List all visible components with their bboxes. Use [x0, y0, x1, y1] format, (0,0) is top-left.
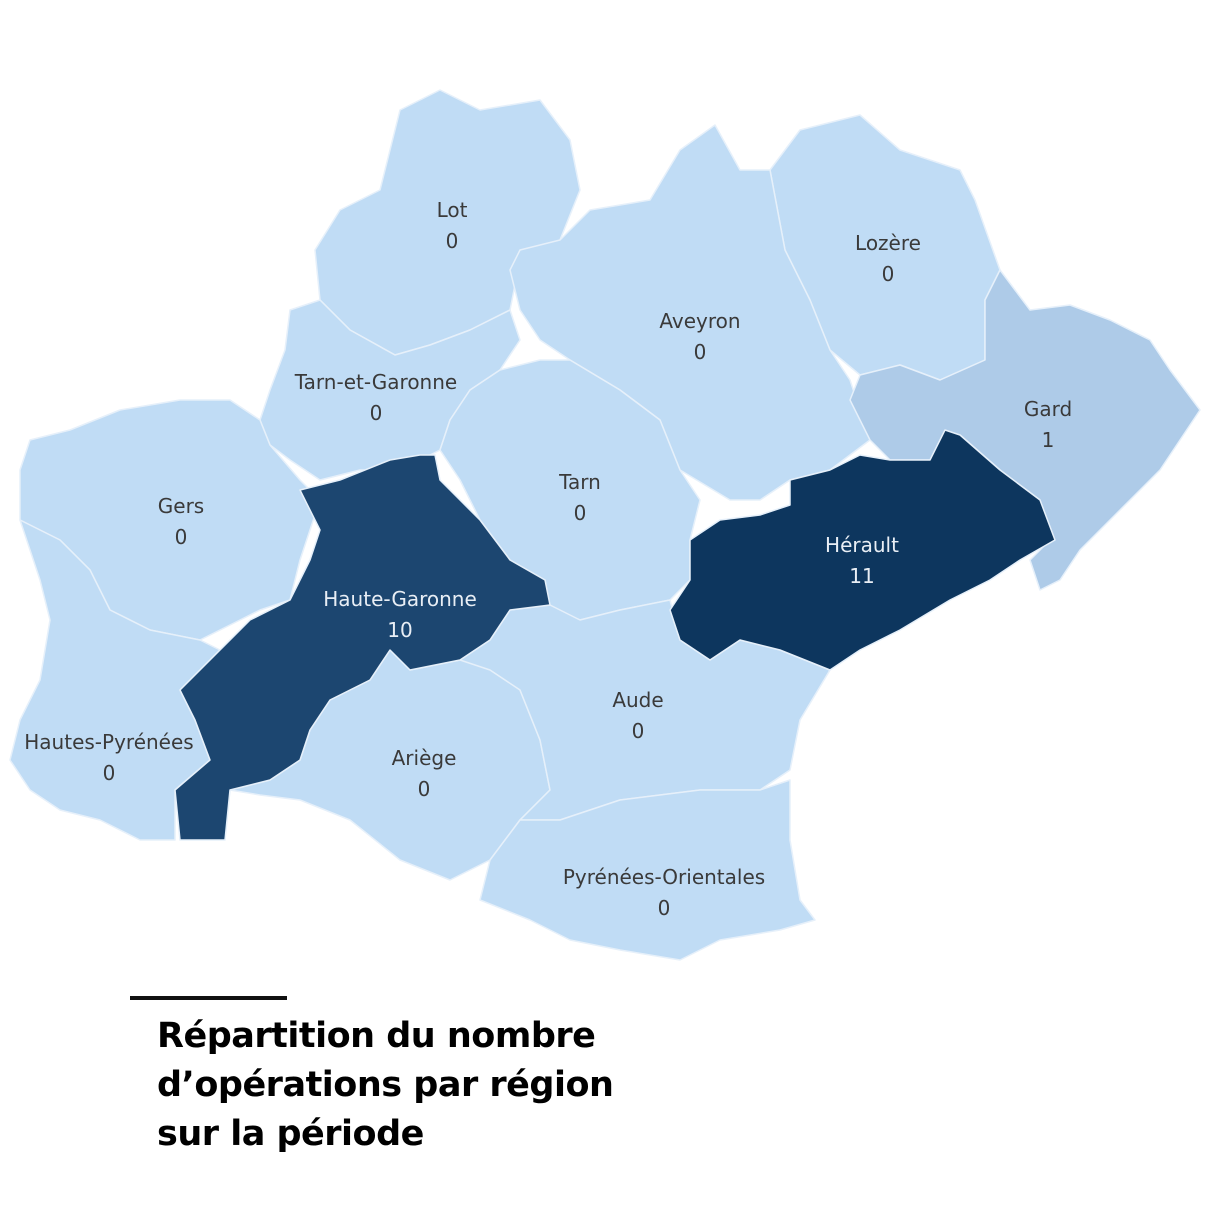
department-value-label: 0 — [694, 340, 707, 364]
department-gard[interactable] — [849, 269, 1201, 591]
department-value-label: 0 — [418, 777, 431, 801]
department-value-label: 0 — [658, 896, 671, 920]
department-herault[interactable] — [669, 429, 1056, 671]
department-value-label: 1 — [1042, 428, 1055, 452]
department-value-label: 0 — [175, 525, 188, 549]
department-value-label: 0 — [446, 229, 459, 253]
department-haute-garonne[interactable] — [174, 454, 551, 841]
department-value-label: 10 — [387, 618, 412, 642]
department-name-label: Aveyron — [659, 309, 740, 333]
department-map: Lot 0 Lozère 0 Aveyron 0 Gard 1 Tarn-et-Garonne 0… — [9, 89, 1201, 961]
department-value-label: 0 — [632, 719, 645, 743]
department-value-label: 0 — [574, 501, 587, 525]
department-name-label: Pyrénées-Orientales — [563, 865, 765, 889]
map-title: Répartition du nombre d’opérations par r… — [157, 1016, 614, 1154]
department-name-label: Hérault — [825, 533, 899, 557]
department-value-label: 0 — [103, 761, 116, 785]
department-name-label: Lozère — [855, 231, 921, 255]
department-name-label: Aude — [612, 688, 663, 712]
department-name-label: Lot — [437, 198, 468, 222]
department-value-label: 11 — [849, 564, 874, 588]
title-rule — [130, 996, 287, 1000]
department-name-label: Haute-Garonne — [323, 587, 477, 611]
department-hautes-pyrenees[interactable] — [9, 519, 221, 841]
department-tarn-et-garonne[interactable] — [259, 299, 521, 481]
department-name-label: Gers — [158, 494, 204, 518]
department-value-label: 0 — [882, 262, 895, 286]
department-name-label: Tarn-et-Garonne — [294, 370, 457, 394]
department-name-label: Ariège — [392, 746, 457, 770]
department-name-label: Gard — [1024, 397, 1072, 421]
department-name-label: Tarn — [558, 470, 601, 494]
department-pyrenees-orientales[interactable] — [479, 779, 816, 961]
department-name-label: Hautes-Pyrénées — [24, 730, 193, 754]
department-aude[interactable] — [459, 599, 831, 821]
department-value-label: 0 — [370, 401, 383, 425]
